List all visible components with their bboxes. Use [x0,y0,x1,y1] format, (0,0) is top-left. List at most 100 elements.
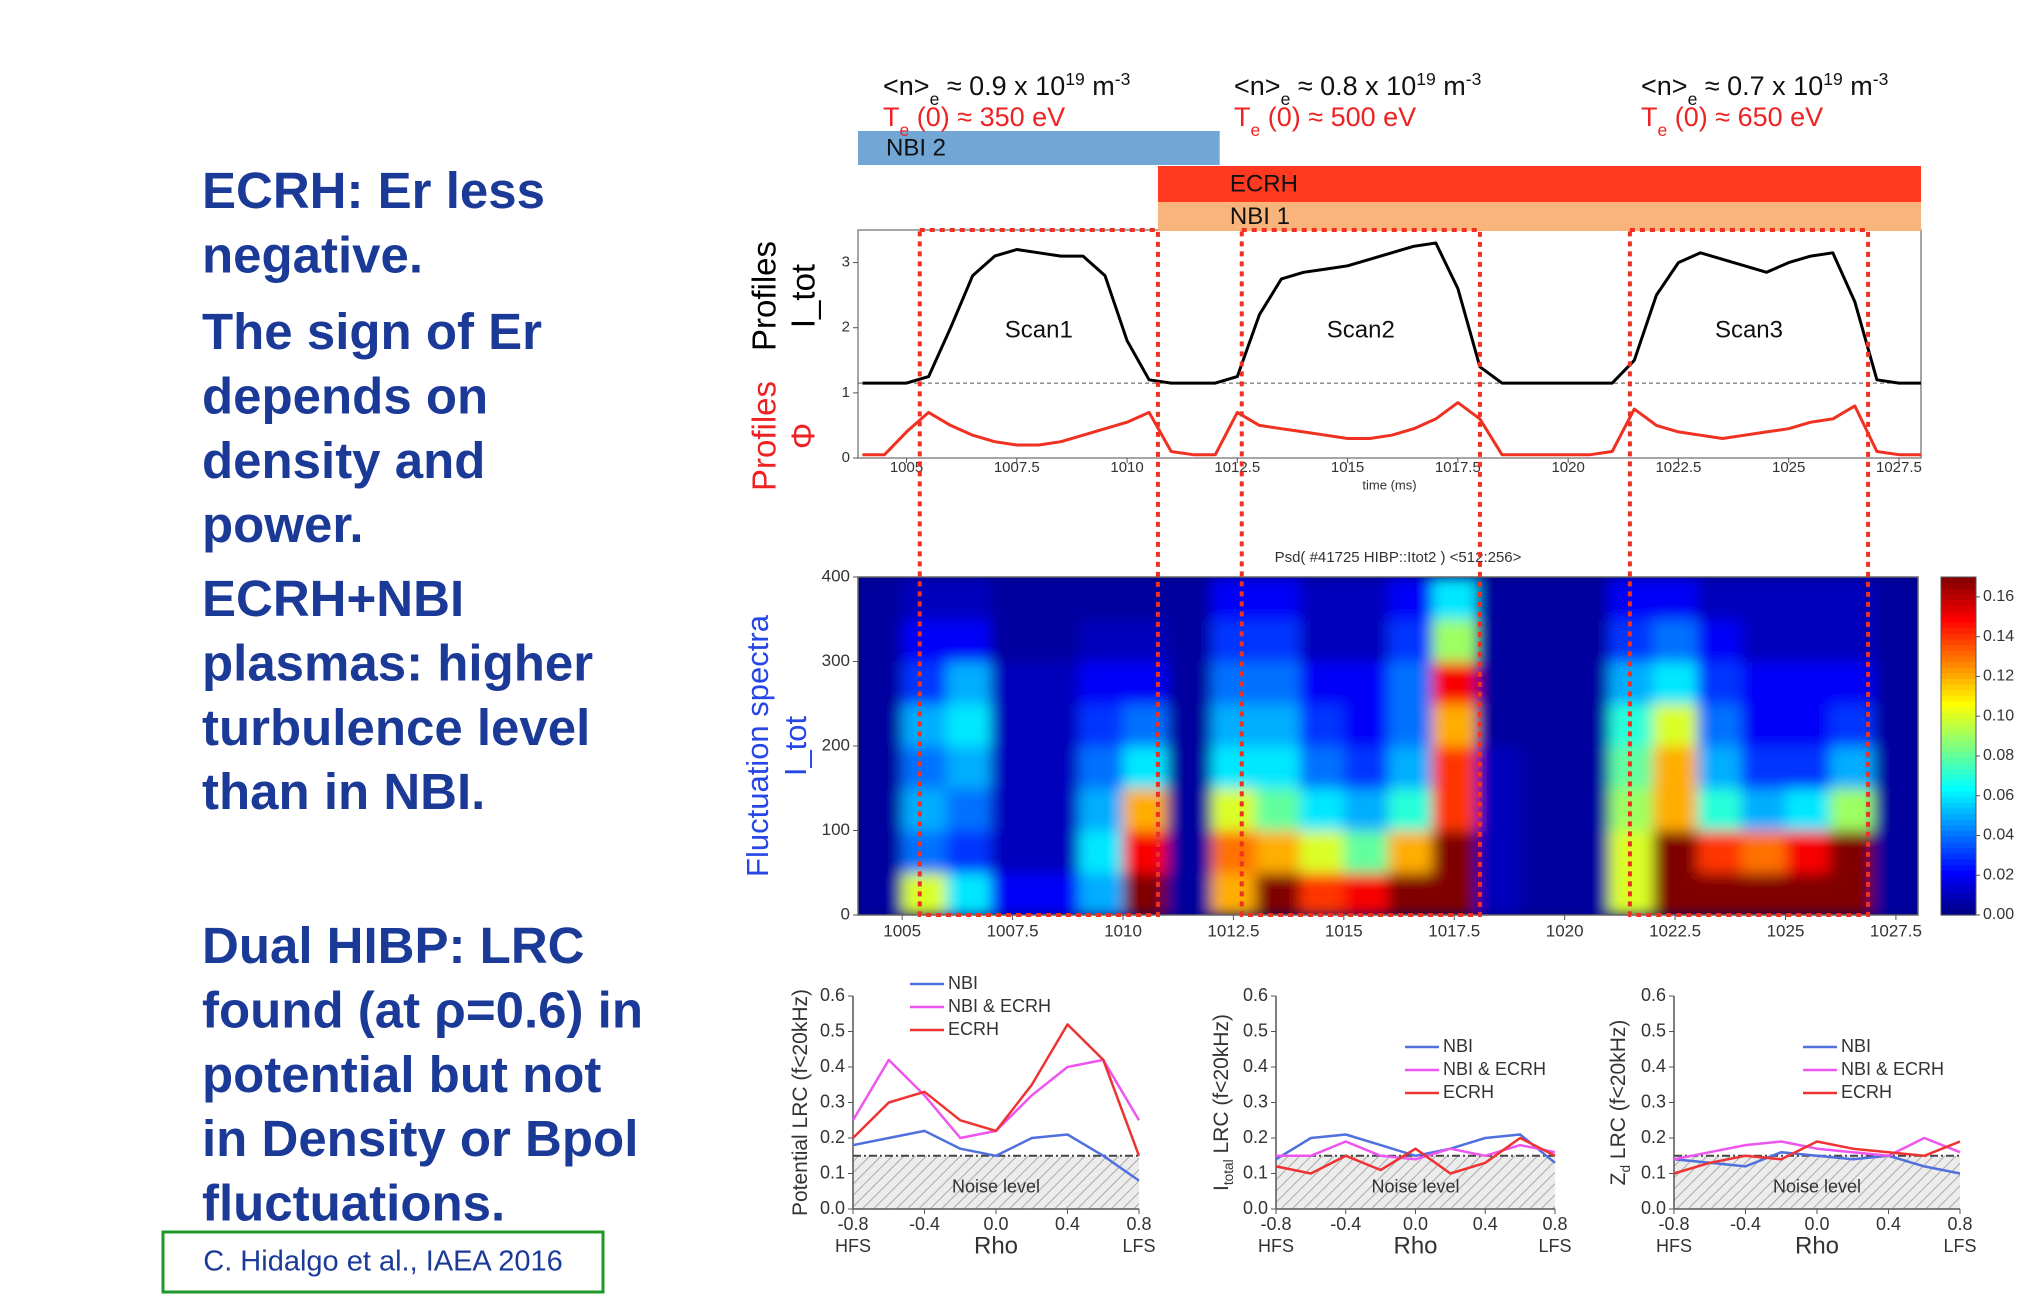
heatmap-cell [1211,577,1256,620]
colorbar-strip [1941,644,1976,651]
colorbar-strip [1941,819,1976,826]
heatmap-cell [1476,577,1521,620]
heatmap-cell [1564,619,1610,662]
colorbar-strip [1941,774,1976,781]
x-tick-label: 1015 [1331,459,1364,476]
text-part: <n> [883,71,930,101]
scan-label: Scan1 [1005,316,1073,343]
x-end-label: LFS [1122,1236,1155,1256]
colorbar-strip [1941,599,1976,606]
x-tick-label: 1027.5 [1870,921,1922,940]
heatmap-cell [990,661,1036,705]
y-axis-label: Potential LRC (f<20kHz) [789,989,812,1216]
heatmap-cell [902,746,947,789]
heatmap-cell [1785,746,1831,789]
heatmap-cell [946,788,991,831]
x-tick-label: 1022.5 [1655,459,1701,476]
heatmap-cell [858,788,903,831]
heatmap-cell [1078,746,1124,789]
y-tick-label: 0 [841,904,850,923]
colorbar-strip [1941,886,1976,894]
x-tick-label: 0.8 [1947,1214,1972,1234]
colorbar-strip [1941,813,1976,820]
heatmap-cell [1388,703,1433,747]
heatmap-cell [1255,830,1301,874]
heatmap-cell [1167,619,1212,662]
heatmap-cell [1167,703,1212,747]
slide-text: plasmas: higher [202,634,593,691]
colorbar-strip [1941,869,1976,877]
text-part: ≈ 0.8 x 10 [1290,71,1416,101]
y-tick-label: 300 [822,651,850,670]
x-tick-label: 0.4 [1876,1214,1901,1234]
legend-label: ECRH [948,1019,999,1039]
heatmap-cell [1697,577,1742,620]
heatmap-cell [946,661,991,705]
heatmap-cell [1873,872,1918,915]
heatmap-cell [1873,830,1918,874]
slide-text: power. [202,496,364,553]
heatmap-cell [1034,577,1080,620]
heatmap-cell [1299,830,1345,874]
legend-label: NBI & ECRH [1443,1059,1546,1079]
colorbar-strip [1941,661,1976,668]
x-tick-label: 1015 [1325,921,1363,940]
text-part: (0) ≈ 350 eV [909,102,1065,132]
heatmap-cell [1564,703,1610,747]
colorbar-strip [1941,830,1976,837]
heatmap-cell [1697,619,1742,662]
heatmap-cell [1785,619,1831,662]
heatmap-cell [1123,872,1168,915]
colorbar-strip [1941,892,1976,899]
heatmap-cell [1343,703,1389,747]
heatmap-cell [1476,703,1521,747]
heatmap-cell [1697,703,1742,747]
colorbar-strip [1941,577,1976,584]
heatmap-cell [1873,703,1918,747]
colorbar-strip [1941,824,1976,832]
text-part: Potential LRC (f<20kHz) [789,989,812,1216]
text-part: T [883,102,900,132]
colorbar-strip [1941,689,1976,696]
heatmap-cell [1299,577,1345,620]
heatmap-cell [946,703,991,747]
colorbar-tick-label: 0.10 [1983,707,2014,724]
colorbar-strip [1941,762,1976,770]
heatmap-cell [1167,788,1212,831]
colorbar-strip [1941,734,1976,741]
text-part: -3 [1466,69,1482,89]
heatmap-cell [990,619,1036,662]
y-tick-label: 1 [842,384,850,401]
x-tick-label: 1010 [1110,459,1143,476]
x-axis-label: Rho [974,1232,1018,1259]
slide-text: ECRH+NBI [202,570,464,627]
x-tick-label: 1017.5 [1428,921,1480,940]
text-part: total [1221,1159,1236,1185]
scan-window [917,228,1160,917]
heatmap-cell [1653,746,1698,789]
heatmap-cell [1299,619,1345,662]
colorbar-tick-label: 0.02 [1983,866,2014,883]
legend-label: NBI [1443,1036,1473,1056]
colorbar-strip [1941,582,1976,589]
heatmap-cell [858,619,903,662]
text-part: e [1251,120,1261,140]
x-end-label: HFS [1258,1236,1294,1256]
heating-bar [858,131,1220,165]
heatmap-cell [1211,746,1256,789]
heatmap-cell [1785,703,1831,747]
colorbar-strip [1941,610,1976,618]
heatmap-cell [1741,830,1786,874]
colorbar-strip [1941,875,1976,882]
heatmap-cell [1123,703,1168,747]
heatmap-cell [1078,661,1124,705]
heatmap-cell [1343,788,1389,831]
scan-window [1627,228,1871,917]
slide-text: ECRH: Er less [202,162,545,219]
y-tick-label: 0.4 [820,1056,845,1076]
y-tick-label: 0.0 [820,1198,845,1218]
chart-title: Psd( #41725 HIBP::Itot2 ) <512:256> [1275,549,1522,566]
y-axis-label: Zd LRC (f<20kHz) [1607,1020,1634,1186]
heatmap-cell [858,872,903,915]
